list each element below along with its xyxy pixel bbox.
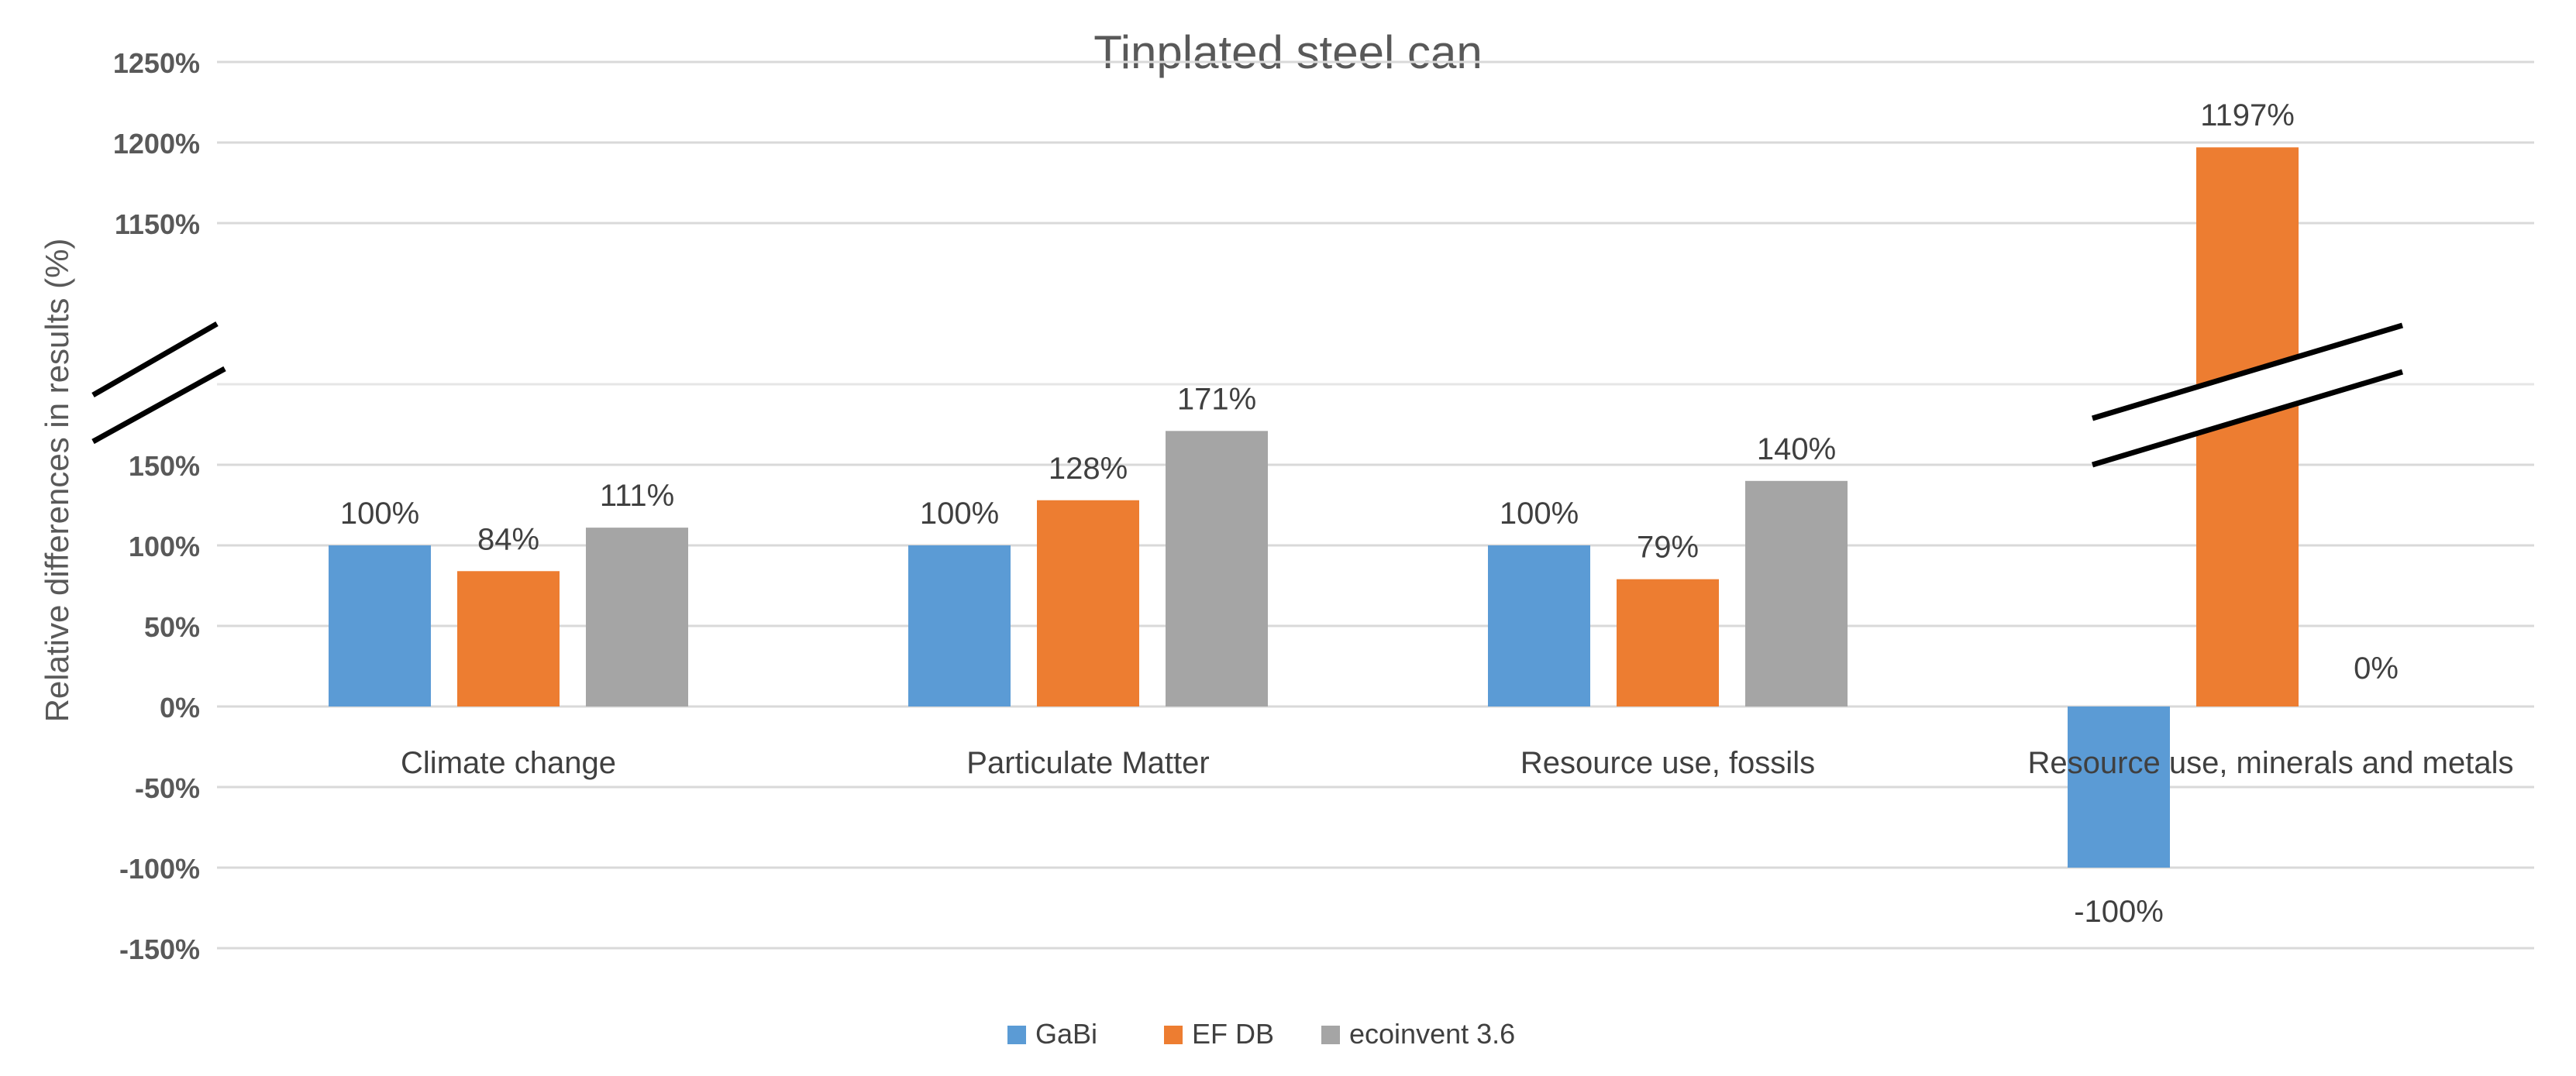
data-label: 100%	[1500, 497, 1579, 531]
break-band	[2092, 325, 2402, 465]
break-slash	[91, 321, 219, 398]
data-label: 111%	[600, 479, 674, 513]
bars	[329, 147, 2299, 868]
data-label: 171%	[1177, 382, 1256, 416]
bar-gabi	[329, 545, 431, 706]
break-slash	[2091, 322, 2404, 421]
data-label: 84%	[477, 522, 539, 556]
data-label: 140%	[1757, 432, 1836, 466]
bar-gabi	[908, 545, 1011, 706]
bar-ef-db	[1037, 500, 1139, 706]
data-label: 79%	[1637, 531, 1699, 565]
y-tick-label: 150%	[129, 450, 200, 482]
bar-ef-db	[457, 571, 560, 706]
bar-gabi	[2068, 706, 2170, 868]
data-label: -100%	[2074, 895, 2164, 929]
data-label: 1197%	[2200, 98, 2295, 132]
category-label: Particulate Matter	[966, 746, 1209, 780]
break-slash	[91, 366, 226, 445]
y-axis-title: Relative differences in results (%)	[39, 239, 75, 723]
y-tick-label: 1200%	[113, 128, 200, 160]
y-tick-label: 1150%	[115, 208, 200, 240]
y-tick-label: -50%	[135, 772, 200, 804]
legend-swatch	[1164, 1026, 1183, 1044]
data-label: 128%	[1049, 452, 1128, 486]
x-axis-categories: Climate change Particulate Matter Resource…	[401, 746, 2513, 780]
gridlines	[217, 60, 2534, 950]
data-labels: 100% 100% 100% -100% 84% 128% 79% 1197% 111% 171%…	[340, 98, 2399, 929]
y-tick-label: 1250%	[113, 47, 200, 79]
legend-label: GaBi	[1035, 1018, 1097, 1050]
bar-ef-db	[1617, 579, 1719, 706]
break-band	[93, 318, 225, 442]
y-tick-label: 50%	[144, 611, 200, 643]
bar-ecoinvent-3-6	[1166, 431, 1268, 706]
y-axis-ticks: -150% -100% -50% 0% 50% 100% 150% 1150% 1200% 125…	[113, 47, 200, 965]
bar-ecoinvent-3-6	[1745, 480, 1848, 706]
legend-label: EF DB	[1192, 1018, 1274, 1050]
bar-gabi	[1488, 545, 1590, 706]
y-tick-label: 0%	[160, 692, 200, 724]
y-tick-label: -100%	[119, 853, 200, 885]
y-tick-label: -150%	[119, 933, 200, 965]
category-label: Resource use, minerals and metals	[2028, 746, 2514, 780]
break-slash	[2091, 369, 2404, 468]
legend: GaBi EF DB ecoinvent 3.6	[1007, 1018, 1515, 1050]
legend-swatch	[1321, 1026, 1340, 1044]
legend-swatch	[1007, 1026, 1026, 1044]
y-tick-label: 100%	[129, 531, 200, 562]
data-label: 0%	[2354, 651, 2399, 686]
category-label: Resource use, fossils	[1520, 746, 1815, 780]
data-label: 100%	[340, 497, 419, 531]
data-label: 100%	[920, 497, 999, 531]
axis-break-marks	[91, 318, 2404, 468]
category-label: Climate change	[401, 746, 616, 780]
bar-ecoinvent-3-6	[586, 528, 688, 706]
chart-title: Tinplated steel can	[1093, 26, 1482, 78]
legend-label: ecoinvent 3.6	[1349, 1018, 1515, 1050]
